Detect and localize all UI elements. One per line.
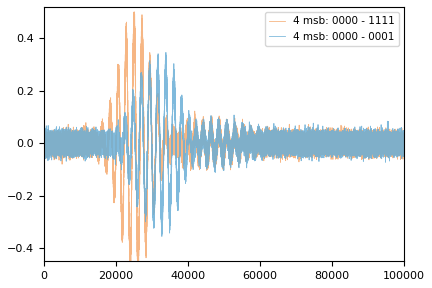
4 msb: 0000 - 0001: (1e+05, -0.00227): 0000 - 0001: (1e+05, -0.00227) <box>401 142 407 146</box>
4 msb: 0000 - 1111: (5.57e+04, 0.0499): 0000 - 1111: (5.57e+04, 0.0499) <box>242 128 247 132</box>
4 msb: 0000 - 1111: (3.5e+04, -0.00679): 0000 - 1111: (3.5e+04, -0.00679) <box>168 143 173 147</box>
4 msb: 0000 - 1111: (1e+05, -0.0241): 0000 - 1111: (1e+05, -0.0241) <box>401 148 407 151</box>
Line: 4 msb: 0000 - 0001: 4 msb: 0000 - 0001 <box>44 52 404 236</box>
4 msb: 0000 - 0001: (3.28e+04, -0.355): 0000 - 0001: (3.28e+04, -0.355) <box>159 235 165 238</box>
4 msb: 0000 - 1111: (6.22e+04, 0.014): 0000 - 1111: (6.22e+04, 0.014) <box>265 138 270 141</box>
4 msb: 0000 - 0001: (8.53e+04, 0.0131): 0000 - 0001: (8.53e+04, 0.0131) <box>348 138 353 142</box>
4 msb: 0000 - 0001: (3.39e+04, 0.347): 0000 - 0001: (3.39e+04, 0.347) <box>163 51 168 54</box>
4 msb: 0000 - 1111: (2.5e+04, 0.5): 0000 - 1111: (2.5e+04, 0.5) <box>131 10 137 14</box>
4 msb: 0000 - 1111: (8.53e+04, -0.0201): 0000 - 1111: (8.53e+04, -0.0201) <box>348 147 353 150</box>
4 msb: 0000 - 1111: (0, -0.0408): 0000 - 1111: (0, -0.0408) <box>41 152 46 156</box>
Legend: 4 msb: 0000 - 1111, 4 msb: 0000 - 0001: 4 msb: 0000 - 1111, 4 msb: 0000 - 0001 <box>265 12 399 46</box>
4 msb: 0000 - 0001: (2.09e+04, -0.000652): 0000 - 0001: (2.09e+04, -0.000652) <box>117 142 122 145</box>
4 msb: 0000 - 0001: (2.51e+04, 0.134): 0000 - 0001: (2.51e+04, 0.134) <box>132 107 137 110</box>
4 msb: 0000 - 0001: (3.5e+04, -0.28): 0000 - 0001: (3.5e+04, -0.28) <box>168 215 173 219</box>
4 msb: 0000 - 0001: (0, 0.00497): 0000 - 0001: (0, 0.00497) <box>41 140 46 144</box>
4 msb: 0000 - 1111: (2.09e+04, 0.226): 0000 - 1111: (2.09e+04, 0.226) <box>117 82 122 86</box>
4 msb: 0000 - 0001: (6.22e+04, 0.02): 0000 - 0001: (6.22e+04, 0.02) <box>265 136 270 140</box>
Line: 4 msb: 0000 - 1111: 4 msb: 0000 - 1111 <box>44 12 404 261</box>
4 msb: 0000 - 1111: (2.38e+04, -0.45): 0000 - 1111: (2.38e+04, -0.45) <box>127 259 132 263</box>
4 msb: 0000 - 0001: (5.57e+04, 0.0159): 0000 - 0001: (5.57e+04, 0.0159) <box>242 137 247 141</box>
4 msb: 0000 - 1111: (2.51e+04, 0.5): 0000 - 1111: (2.51e+04, 0.5) <box>132 10 137 14</box>
